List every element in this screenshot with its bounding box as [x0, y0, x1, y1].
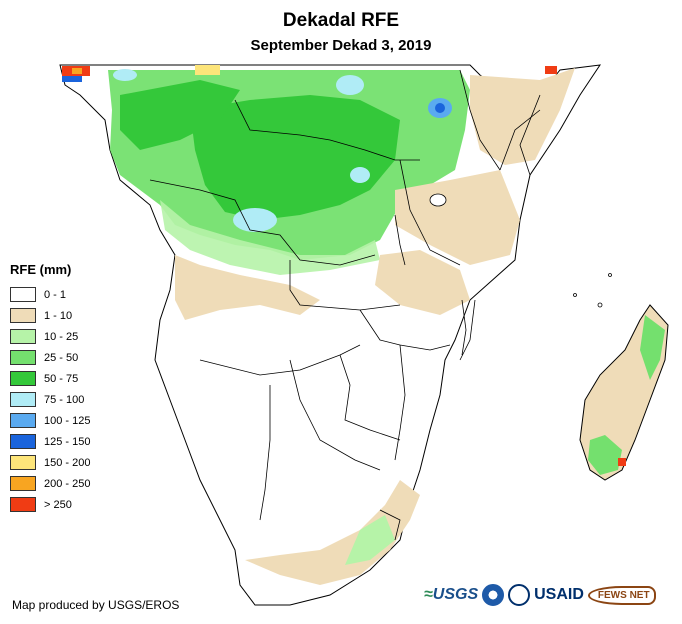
legend: RFE (mm) 0 - 1 1 - 10 10 - 25 25 - 50 50 - 7…: [10, 262, 90, 515]
legend-row: 100 - 125: [10, 410, 90, 431]
island: [573, 293, 577, 297]
lake-tanganyika: [394, 214, 406, 266]
lake-malawi: [461, 299, 467, 356]
usgs-logo-text: USGS: [432, 586, 479, 603]
zone-125-150: [435, 103, 445, 113]
legend-swatch: [10, 497, 36, 512]
legend-title: RFE (mm): [10, 262, 72, 277]
legend-label: 10 - 25: [44, 330, 79, 343]
legend-label: 150 - 200: [44, 456, 91, 469]
madagascar-red: [618, 458, 626, 466]
legend-label: 50 - 75: [44, 372, 79, 385]
zone-50-75-north: [120, 80, 240, 150]
zone-75-100-b: [350, 167, 370, 183]
logo-strip: ≈USGS USAID FEWS NET: [424, 584, 656, 606]
legend-label: > 250: [44, 498, 72, 511]
legend-row: 25 - 50: [10, 347, 90, 368]
map-title: Dekadal RFE: [282, 10, 400, 31]
usaid-logo: USAID: [534, 586, 584, 603]
credit-text: Map produced by USGS/EROS: [12, 598, 180, 612]
legend-label: 75 - 100: [44, 393, 85, 406]
legend-swatch: [10, 413, 36, 428]
zone-1-10-central: [375, 250, 470, 315]
legend-swatch: [10, 392, 36, 407]
zone-top-blue: [62, 76, 82, 82]
madagascar-green: [640, 315, 665, 380]
legend-label: 25 - 50: [44, 351, 79, 364]
noaa-logo-icon: [482, 584, 505, 606]
legend-swatch: [10, 329, 36, 344]
legend-row: 1 - 10: [10, 305, 90, 326]
legend-swatch: [10, 476, 36, 491]
zone-75-100-d: [113, 69, 137, 81]
legend-row: 10 - 25: [10, 326, 90, 347]
zone-ne-red: [545, 66, 557, 74]
zone-10-25-south: [345, 515, 395, 565]
zone-1-10-south: [245, 480, 420, 585]
zone-75-100: [233, 208, 277, 232]
map-subtitle: September Dekad 3, 2019: [250, 37, 432, 54]
legend-row: 150 - 200: [10, 452, 90, 473]
legend-row: 125 - 150: [10, 431, 90, 452]
legend-label: 100 - 125: [44, 414, 91, 427]
fews-net-logo: FEWS NET: [587, 585, 656, 605]
lake-victoria: [429, 193, 447, 207]
legend-row: 200 - 250: [10, 473, 90, 494]
legend-label: 125 - 150: [44, 435, 91, 448]
legend-swatch: [10, 371, 36, 386]
zone-10-25: [160, 200, 380, 275]
zone-1-10-west: [175, 255, 320, 320]
legend-row: 0 - 1: [10, 284, 90, 305]
zone-top-yellow: [195, 65, 220, 75]
island: [597, 302, 603, 308]
zone-1-10-horn: [470, 68, 575, 165]
legend-row: > 250: [10, 494, 90, 515]
legend-label: 200 - 250: [44, 477, 91, 490]
legend-items: 0 - 1 1 - 10 10 - 25 25 - 50 50 - 75 75 - 100…: [10, 284, 90, 515]
island: [608, 273, 612, 277]
legend-swatch: [10, 455, 36, 470]
country-borders: [149, 69, 541, 541]
zone-50-75: [190, 95, 400, 220]
legend-row: 50 - 75: [10, 368, 90, 389]
zone-1-10-east: [395, 170, 520, 265]
legend-swatch: [10, 350, 36, 365]
legend-swatch: [10, 287, 36, 302]
usgs-logo: ≈USGS: [424, 586, 479, 603]
madagascar-south-green: [588, 435, 622, 475]
zone-top-orange: [72, 68, 82, 74]
legend-label: 0 - 1: [44, 288, 67, 301]
zone-75-100-c: [336, 75, 364, 95]
usaid-seal-icon: [508, 584, 531, 606]
legend-swatch: [10, 308, 36, 323]
legend-row: 75 - 100: [10, 389, 90, 410]
legend-label: 1 - 10: [44, 309, 73, 322]
legend-swatch: [10, 434, 36, 449]
